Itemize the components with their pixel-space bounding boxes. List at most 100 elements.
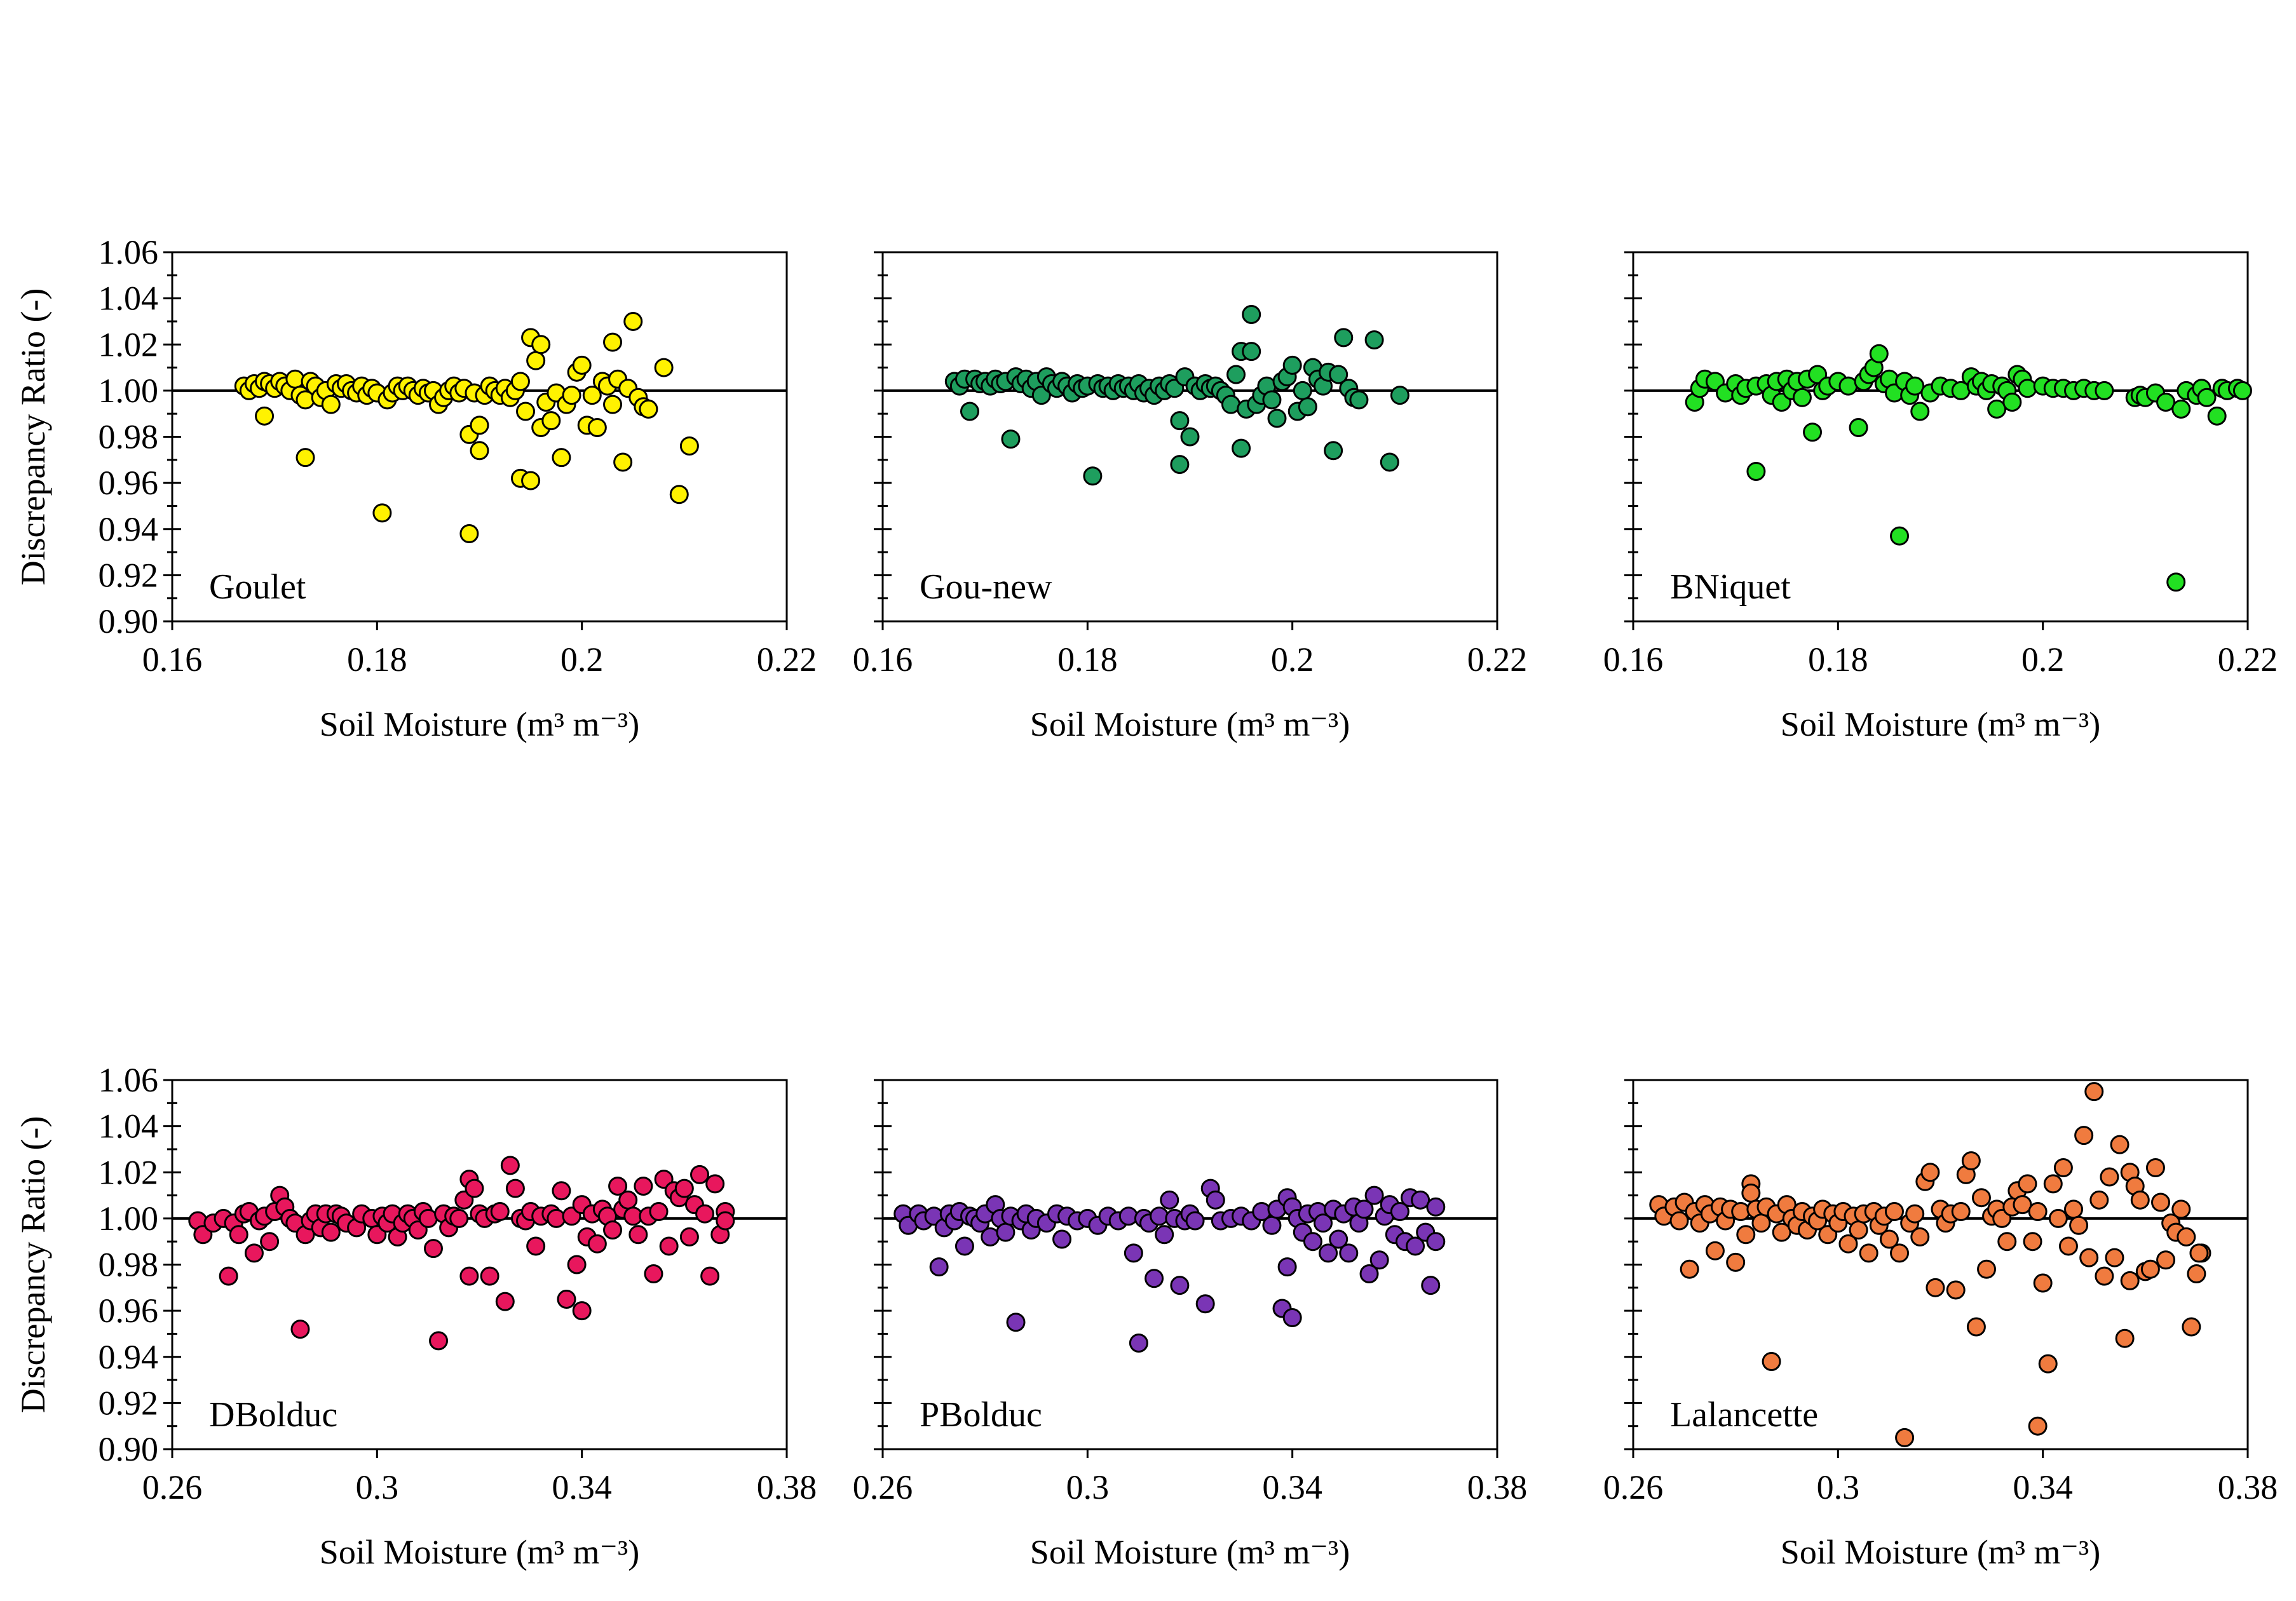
data-point bbox=[495, 1292, 515, 1311]
data-point bbox=[1792, 388, 1812, 407]
data-point bbox=[2120, 1271, 2140, 1290]
y-tick-label: 0.98 bbox=[98, 1246, 159, 1284]
data-point bbox=[1705, 1241, 1725, 1260]
data-point bbox=[716, 1211, 735, 1231]
data-point bbox=[526, 1236, 546, 1256]
data-point bbox=[954, 1236, 974, 1256]
data-point bbox=[2100, 1167, 2119, 1187]
data-point bbox=[2013, 1195, 2032, 1215]
data-point bbox=[470, 441, 489, 461]
data-point bbox=[1890, 526, 1910, 546]
data-point bbox=[2095, 381, 2114, 400]
data-point bbox=[1324, 441, 1343, 461]
data-point bbox=[628, 1225, 648, 1245]
data-point bbox=[1369, 1250, 1389, 1270]
data-point bbox=[2043, 1174, 2063, 1194]
data-point bbox=[2145, 1158, 2165, 1177]
data-point bbox=[1282, 355, 1302, 375]
data-point bbox=[1195, 1294, 1215, 1314]
data-point bbox=[465, 1179, 484, 1198]
x-axis-label: Soil Moisture (m³ m⁻³) bbox=[320, 1533, 639, 1571]
data-point bbox=[1334, 328, 1354, 348]
data-point bbox=[1160, 1190, 1179, 1210]
y-tick-label: 1.00 bbox=[98, 372, 159, 410]
data-point bbox=[1731, 1201, 1751, 1221]
data-point bbox=[1946, 1280, 1966, 1300]
site-label: Lalancette bbox=[1670, 1395, 1818, 1435]
data-point bbox=[1364, 330, 1384, 349]
data-point bbox=[244, 1243, 264, 1263]
data-point bbox=[582, 386, 602, 405]
x-axis-label: Soil Moisture (m³ m⁻³) bbox=[1030, 1533, 1350, 1571]
x-tick-label: 0.18 bbox=[347, 640, 407, 679]
data-point bbox=[1185, 1211, 1205, 1231]
x-tick-label: 0.16 bbox=[853, 640, 913, 679]
data-point bbox=[644, 1264, 663, 1284]
data-point bbox=[480, 1266, 499, 1286]
data-point bbox=[1971, 1188, 1991, 1208]
x-tick-label: 0.22 bbox=[757, 640, 817, 679]
data-point bbox=[260, 1232, 280, 1252]
data-point bbox=[1354, 1199, 1374, 1219]
data-point bbox=[1390, 1201, 1410, 1221]
plot-frame bbox=[171, 251, 788, 623]
data-point bbox=[1726, 1252, 1746, 1272]
y-tick-label: 1.04 bbox=[98, 1107, 159, 1145]
y-tick-label: 1.02 bbox=[98, 325, 159, 363]
data-point bbox=[1364, 1186, 1384, 1205]
x-axis-label: Soil Moisture (m³ m⁻³) bbox=[1781, 705, 2100, 743]
data-point bbox=[526, 351, 546, 370]
data-point bbox=[490, 1201, 510, 1221]
data-point bbox=[1052, 1229, 1072, 1249]
panel-pbolduc: 0.26 0.3 0.34 0.38 Soil Moisture (m³ m⁻³) PBo… bbox=[853, 1079, 1527, 1571]
data-point bbox=[1920, 1163, 1940, 1182]
y-axis-label: Discrepancy Ratio (-) bbox=[14, 288, 52, 586]
data-point bbox=[1961, 1151, 1981, 1171]
data-point bbox=[1180, 427, 1200, 447]
data-point bbox=[669, 485, 689, 504]
panel-dbolduc: 0.90 0.92 0.94 0.96 0.98 1.00 1.02 1.04 1.06 0.26… bbox=[14, 1061, 817, 1571]
data-point bbox=[2156, 1250, 2176, 1270]
data-point bbox=[1118, 1206, 1138, 1226]
data-point bbox=[2028, 1201, 2048, 1221]
data-point bbox=[2115, 1328, 2135, 1348]
y-tick-label: 0.90 bbox=[98, 1430, 159, 1468]
data-point bbox=[1277, 1257, 1297, 1277]
x-tick-label: 0.2 bbox=[1271, 640, 1314, 679]
data-point bbox=[1987, 399, 2007, 419]
x-tick-label: 0.22 bbox=[1467, 640, 1528, 679]
data-point bbox=[2105, 1248, 2124, 1267]
data-point bbox=[459, 1266, 479, 1286]
data-point bbox=[2095, 1266, 2114, 1286]
data-point bbox=[1124, 1243, 1143, 1263]
data-point bbox=[1895, 1428, 1915, 1447]
data-point bbox=[470, 415, 489, 435]
data-point bbox=[2130, 1190, 2150, 1210]
data-point bbox=[1910, 402, 1930, 421]
panel-gou-new: 0.16 0.18 0.2 0.22 Soil Moisture (m³ m⁻³) Gou… bbox=[853, 251, 1528, 743]
data-point bbox=[429, 1331, 449, 1351]
x-tick-label: 0.2 bbox=[2021, 640, 2065, 679]
data-point bbox=[1319, 1243, 1338, 1263]
data-point bbox=[1329, 365, 1348, 384]
data-point bbox=[1170, 411, 1190, 431]
data-point bbox=[603, 332, 623, 352]
data-point bbox=[2053, 1158, 2073, 1177]
data-point bbox=[2018, 379, 2037, 398]
data-point bbox=[1262, 1215, 1282, 1235]
site-label: PBolduc bbox=[920, 1395, 1042, 1435]
data-point bbox=[572, 1301, 592, 1321]
y-tick-label: 1.04 bbox=[98, 280, 159, 318]
data-point bbox=[1170, 1276, 1190, 1295]
y-tick-label: 1.06 bbox=[98, 233, 159, 271]
x-tick-label: 0.18 bbox=[1057, 640, 1118, 679]
data-point bbox=[1762, 1352, 1781, 1372]
data-point bbox=[1339, 1243, 1359, 1263]
data-point bbox=[1669, 1211, 1689, 1231]
site-label: DBolduc bbox=[209, 1395, 337, 1435]
data-point bbox=[608, 1177, 628, 1196]
x-axis-label: Soil Moisture (m³ m⁻³) bbox=[1781, 1533, 2100, 1571]
y-tick-label: 0.92 bbox=[98, 1384, 159, 1422]
plot-frame bbox=[171, 1079, 788, 1450]
data-point bbox=[700, 1266, 720, 1286]
